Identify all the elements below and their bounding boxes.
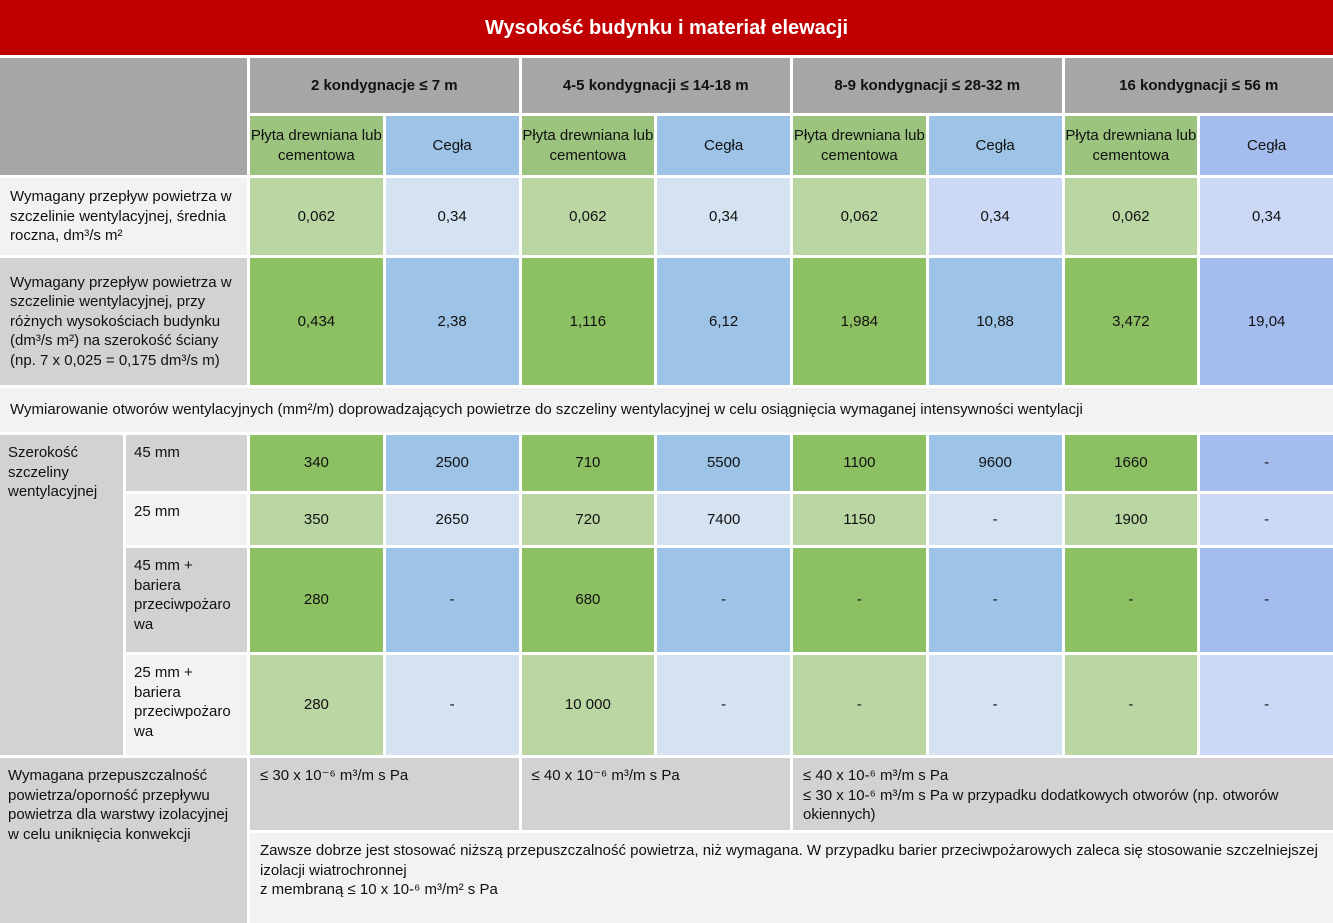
value-cell: 2500 (385, 435, 519, 491)
value-cell: - (1064, 655, 1198, 755)
group-header-16-storeys: 16 kondygnacji ≤ 56 m (1064, 58, 1333, 113)
value-cell: - (793, 548, 926, 652)
value-cell: - (928, 655, 1062, 755)
row-label-gap-width: Szerokość szczeliny wentylacyjnej (0, 435, 123, 755)
material-header-brick: Cegła (385, 116, 519, 175)
value-cell: 720 (521, 494, 655, 545)
header-corner-cell (0, 58, 247, 175)
value-cell: 280 (250, 655, 383, 755)
group-header-8-9-storeys: 8-9 kondygnacji ≤ 28-32 m (793, 58, 1062, 113)
row-label-annual-flow: Wymagany przepływ powietrza w szczelinie… (0, 178, 247, 255)
value-cell: 680 (521, 548, 655, 652)
value-cell: 0,34 (657, 178, 790, 255)
value-cell: 9600 (928, 435, 1062, 491)
value-cell: - (1200, 435, 1333, 491)
permeability-cell-group1: ≤ 30 x 10⁻⁶ m³/m s Pa (250, 758, 519, 830)
value-cell: - (385, 655, 519, 755)
value-cell: - (1200, 655, 1333, 755)
value-cell: - (657, 548, 790, 652)
value-cell: 3,472 (1064, 258, 1198, 385)
value-cell: 1900 (1064, 494, 1198, 545)
value-cell: - (1064, 548, 1198, 652)
value-cell: 0,434 (250, 258, 383, 385)
value-cell: 1,116 (521, 258, 655, 385)
value-cell: 0,062 (1064, 178, 1198, 255)
value-cell: 280 (250, 548, 383, 652)
value-cell: 0,34 (385, 178, 519, 255)
row-label-height-flow: Wymagany przepływ powietrza w szczelinie… (0, 258, 247, 385)
material-header-wood: Płyta drewniana lub cementowa (793, 116, 926, 175)
sub-label-25mm: 25 mm (126, 494, 247, 545)
value-cell: 7400 (657, 494, 790, 545)
value-cell: - (793, 655, 926, 755)
value-cell: 350 (250, 494, 383, 545)
value-cell: 1100 (793, 435, 926, 491)
value-cell: 10,88 (928, 258, 1062, 385)
sub-label-25mm-fire-barrier: 25 mm + bariera przeciwpożarowa (126, 655, 247, 755)
permeability-cell-group3-4: ≤ 40 x 10-⁶ m³/m s Pa ≤ 30 x 10-⁶ m³/m s… (793, 758, 1333, 830)
group-header-4-5-storeys: 4-5 kondygnacji ≤ 14-18 m (521, 58, 790, 113)
value-cell: 10 000 (521, 655, 655, 755)
value-cell: - (657, 655, 790, 755)
value-cell: 0,062 (250, 178, 383, 255)
permeability-cell-group2: ≤ 40 x 10⁻⁶ m³/m s Pa (521, 758, 790, 830)
row-label-permeability: Wymagana przepuszczalność powietrza/opor… (0, 758, 247, 923)
value-cell: 0,34 (928, 178, 1062, 255)
value-cell: 19,04 (1200, 258, 1333, 385)
value-cell: 0,062 (521, 178, 655, 255)
sub-label-45mm-fire-barrier: 45 mm + bariera przeciwpożarowa (126, 548, 247, 652)
material-header-brick: Cegła (657, 116, 790, 175)
material-header-wood: Płyta drewniana lub cementowa (250, 116, 383, 175)
page-title: Wysokość budynku i materiał elewacji (0, 0, 1333, 55)
material-header-brick: Cegła (928, 116, 1062, 175)
permeability-note: Zawsze dobrze jest stosować niższą przep… (250, 833, 1333, 923)
value-cell: 340 (250, 435, 383, 491)
value-cell: 0,34 (1200, 178, 1333, 255)
material-header-brick: Cegła (1200, 116, 1333, 175)
value-cell: - (1200, 494, 1333, 545)
value-cell: 6,12 (657, 258, 790, 385)
group-header-2-storeys: 2 kondygnacje ≤ 7 m (250, 58, 519, 113)
value-cell: - (928, 548, 1062, 652)
value-cell: 710 (521, 435, 655, 491)
value-cell: 1,984 (793, 258, 926, 385)
value-cell: - (1200, 548, 1333, 652)
value-cell: 1150 (793, 494, 926, 545)
value-cell: 2650 (385, 494, 519, 545)
value-cell: 5500 (657, 435, 790, 491)
section-note-vent-openings: Wymiarowanie otworów wentylacyjnych (mm²… (0, 388, 1333, 432)
value-cell: - (385, 548, 519, 652)
sub-label-45mm: 45 mm (126, 435, 247, 491)
value-cell: 2,38 (385, 258, 519, 385)
material-header-wood: Płyta drewniana lub cementowa (1064, 116, 1198, 175)
material-header-wood: Płyta drewniana lub cementowa (521, 116, 655, 175)
value-cell: 1660 (1064, 435, 1198, 491)
value-cell: - (928, 494, 1062, 545)
value-cell: 0,062 (793, 178, 926, 255)
